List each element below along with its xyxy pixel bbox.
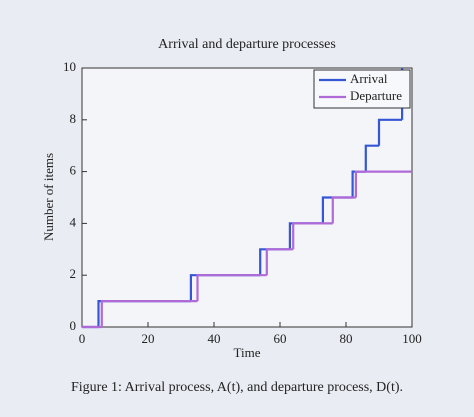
step-segment [265,248,294,276]
step-segment [331,196,356,224]
legend-label: Arrival [350,71,388,86]
y-tick-label: 8 [70,111,77,126]
y-tick-label: 6 [70,163,77,178]
caption: Figure 1: Arrival process, A(t), and dep… [71,380,403,395]
y-tick-label: 0 [70,318,77,333]
step-segment [100,300,198,327]
y-tick-label: 4 [70,214,77,229]
step-segment [377,118,403,146]
legend-label: Departure [350,88,402,103]
x-tick-label: 60 [274,331,287,346]
chart-title: Arrival and departure processes [158,37,336,52]
legend-box [313,69,411,109]
x-tick-label: 40 [208,331,221,346]
step-segment [292,222,333,250]
y-tick-label: 10 [63,59,76,74]
y-tick-label: 2 [70,266,77,281]
step-segment [196,274,267,302]
step-segment [364,144,379,172]
y-axis-label: Number of items [41,153,56,241]
x-tick-label: 100 [402,331,422,346]
x-tick-label: 0 [79,331,86,346]
x-tick-label: 20 [142,331,155,346]
x-axis-label: Time [234,345,261,360]
x-tick-label: 80 [340,331,353,346]
step-segment [354,170,412,198]
